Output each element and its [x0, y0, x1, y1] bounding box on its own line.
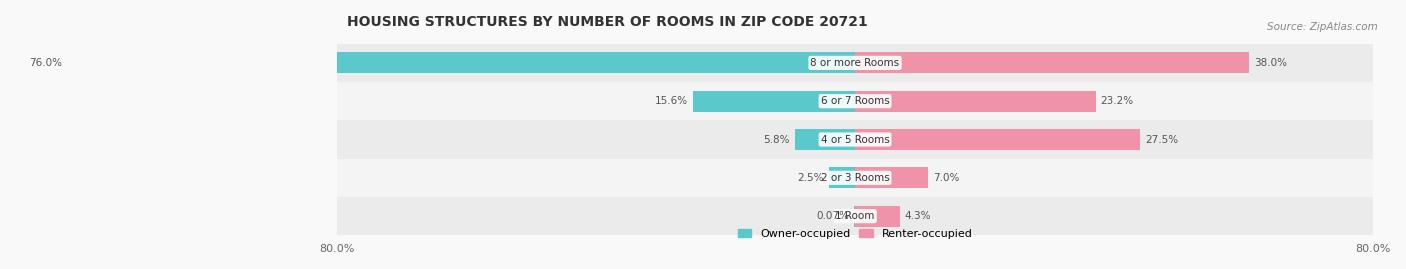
- Text: 2 or 3 Rooms: 2 or 3 Rooms: [821, 173, 890, 183]
- Bar: [794, 129, 855, 150]
- Text: 15.6%: 15.6%: [655, 96, 688, 106]
- Bar: [337, 120, 1374, 159]
- Bar: [337, 44, 1374, 82]
- Text: 1 Room: 1 Room: [835, 211, 875, 221]
- Bar: [337, 159, 1374, 197]
- Text: 38.0%: 38.0%: [1254, 58, 1286, 68]
- Bar: [693, 91, 855, 112]
- Bar: [855, 52, 1249, 73]
- Text: 5.8%: 5.8%: [763, 134, 790, 144]
- Text: 27.5%: 27.5%: [1146, 134, 1178, 144]
- Bar: [855, 206, 900, 227]
- Text: Source: ZipAtlas.com: Source: ZipAtlas.com: [1267, 22, 1378, 31]
- Bar: [337, 82, 1374, 120]
- Text: 4.3%: 4.3%: [905, 211, 931, 221]
- Text: 7.0%: 7.0%: [932, 173, 959, 183]
- Text: HOUSING STRUCTURES BY NUMBER OF ROOMS IN ZIP CODE 20721: HOUSING STRUCTURES BY NUMBER OF ROOMS IN…: [347, 15, 868, 29]
- Text: 4 or 5 Rooms: 4 or 5 Rooms: [821, 134, 890, 144]
- Text: 23.2%: 23.2%: [1101, 96, 1133, 106]
- Text: 2.5%: 2.5%: [797, 173, 824, 183]
- Bar: [830, 167, 855, 188]
- Bar: [67, 52, 855, 73]
- Text: 8 or more Rooms: 8 or more Rooms: [810, 58, 900, 68]
- Bar: [855, 167, 928, 188]
- Legend: Owner-occupied, Renter-occupied: Owner-occupied, Renter-occupied: [734, 225, 977, 243]
- Bar: [855, 129, 1140, 150]
- Bar: [855, 91, 1095, 112]
- Text: 0.07%: 0.07%: [817, 211, 849, 221]
- Bar: [337, 197, 1374, 235]
- Text: 6 or 7 Rooms: 6 or 7 Rooms: [821, 96, 890, 106]
- Text: 76.0%: 76.0%: [30, 58, 62, 68]
